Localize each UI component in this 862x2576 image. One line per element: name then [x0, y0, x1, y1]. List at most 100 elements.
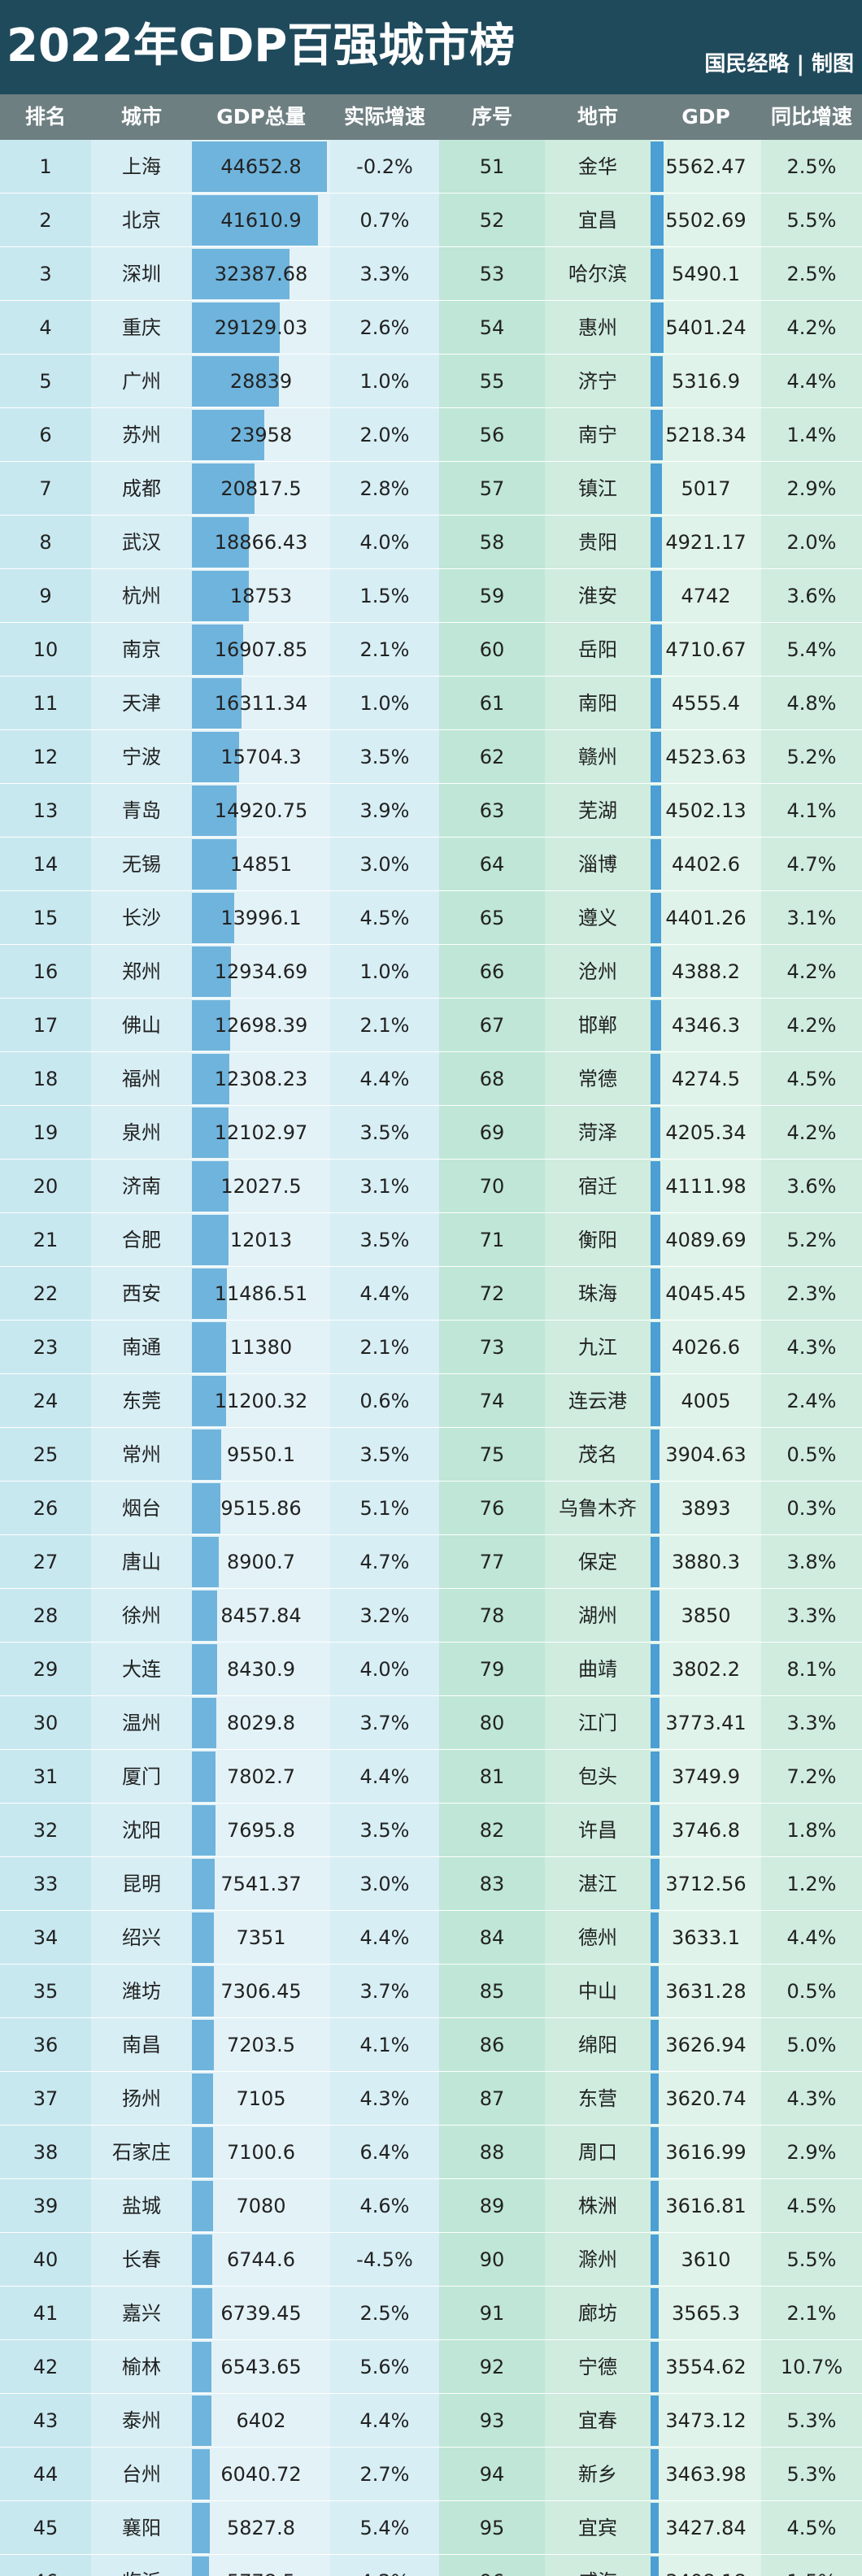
- gdp-cell: 3749.9: [651, 1750, 761, 1804]
- serial-text: 56: [479, 424, 505, 446]
- row-divider: [0, 1910, 862, 1911]
- gdp-bar: [192, 571, 249, 621]
- gdp-text: 4045.45: [665, 1282, 747, 1305]
- gdp-text: 3712.56: [665, 1873, 747, 1895]
- real-growth-cell: 4.0%: [330, 516, 439, 569]
- serial-text: 54: [479, 316, 505, 339]
- serial-cell: 83: [439, 1857, 545, 1911]
- gdp-bar: [192, 302, 280, 353]
- yoy-growth-cell: 4.5%: [761, 2501, 862, 2555]
- yoy-growth-cell: 1.4%: [761, 408, 862, 462]
- prefecture-text: 常德: [578, 1068, 617, 1090]
- rank-text: 22: [33, 1282, 59, 1305]
- prefecture-text: 江门: [578, 1712, 617, 1734]
- city-text: 合肥: [122, 1229, 161, 1251]
- real-growth-cell: 2.1%: [330, 999, 439, 1052]
- serial-text: 73: [479, 1336, 505, 1359]
- real-growth-text: -0.2%: [356, 155, 413, 178]
- gdp-cell: 4402.6: [651, 838, 761, 891]
- row-divider: [0, 2393, 862, 2394]
- real-growth-cell: 1.5%: [330, 569, 439, 623]
- gdp-cell: 3904.63: [651, 1428, 761, 1482]
- yoy-growth-cell: 1.2%: [761, 1857, 862, 1911]
- city-text: 襄阳: [122, 2517, 161, 2539]
- city-text: 常州: [122, 1443, 161, 1466]
- rank-text: 44: [33, 2463, 59, 2486]
- rank-cell: 28: [0, 1589, 91, 1643]
- yoy-growth-cell: 5.0%: [761, 2018, 862, 2072]
- real-growth-text: 2.1%: [359, 1336, 410, 1359]
- gdp-text: 3610: [681, 2248, 731, 2271]
- prefecture-cell: 宜春: [545, 2394, 651, 2448]
- prefecture-cell: 保定: [545, 1535, 651, 1589]
- city-cell: 襄阳: [91, 2501, 192, 2555]
- row-divider: [0, 783, 862, 784]
- prefecture-cell: 济宁: [545, 355, 651, 408]
- serial-cell: 82: [439, 1804, 545, 1857]
- real-growth-text: 4.4%: [359, 2409, 410, 2432]
- table-row: 10 南京 16907.85 2.1% 60 岳阳 4710.67 5.4%: [0, 623, 862, 677]
- prefecture-cell: 曲靖: [545, 1643, 651, 1696]
- gdp-bar: [192, 2073, 213, 2124]
- real-growth-cell: 4.6%: [330, 2179, 439, 2233]
- gdp-total-cell: 12308.23: [192, 1052, 330, 1106]
- table-row: 45 襄阳 5827.8 5.4% 95 宜宾 3427.84 4.5%: [0, 2501, 862, 2555]
- city-text: 扬州: [122, 2087, 161, 2110]
- gdp-total-text: 11380: [229, 1336, 293, 1359]
- yoy-growth-cell: 5.4%: [761, 623, 862, 677]
- gdp-text: 5401.24: [665, 316, 747, 339]
- gdp-cell: 4346.3: [651, 999, 761, 1052]
- prefecture-cell: 廊坊: [545, 2287, 651, 2340]
- gdp-bar: [192, 1805, 216, 1856]
- rank-text: 13: [33, 799, 59, 822]
- gdp-cell: 3850: [651, 1589, 761, 1643]
- gdp-total-text: 16311.34: [214, 692, 308, 715]
- serial-text: 78: [479, 1604, 505, 1627]
- gdp-cell: 4502.13: [651, 784, 761, 838]
- yoy-growth-cell: 4.2%: [761, 1106, 862, 1160]
- serial-cell: 80: [439, 1696, 545, 1750]
- real-growth-text: 3.5%: [359, 1121, 410, 1144]
- gdp-bar: [192, 624, 243, 675]
- rank-text: 19: [33, 1121, 59, 1144]
- serial-cell: 64: [439, 838, 545, 891]
- gdp-cell: 3631.28: [651, 1965, 761, 2018]
- table-row: 26 烟台 9515.86 5.1% 76 乌鲁木齐 3893 0.3%: [0, 1482, 862, 1535]
- gdp-bar-right: [651, 1054, 660, 1104]
- gdp-bar: [192, 2234, 212, 2285]
- row-divider: [0, 890, 862, 891]
- prefecture-cell: 茂名: [545, 1428, 651, 1482]
- city-text: 深圳: [122, 263, 161, 285]
- real-growth-cell: 3.0%: [330, 1857, 439, 1911]
- header-prefecture: 地市: [577, 105, 618, 128]
- real-growth-text: 4.7%: [359, 1551, 410, 1573]
- yoy-growth-cell: 5.2%: [761, 1213, 862, 1267]
- gdp-bar-right: [651, 1590, 660, 1641]
- table-row: 37 扬州 7105 4.3% 87 东营 3620.74 4.3%: [0, 2072, 862, 2126]
- prefecture-text: 包头: [578, 1765, 617, 1788]
- prefecture-text: 乌鲁木齐: [559, 1497, 637, 1520]
- rank-text: 33: [33, 1873, 59, 1895]
- gdp-bar: [192, 2127, 213, 2178]
- gdp-text: 4742: [681, 585, 731, 607]
- gdp-total-cell: 6739.45: [192, 2287, 330, 2340]
- table-row: 35 潍坊 7306.45 3.7% 85 中山 3631.28 0.5%: [0, 1965, 862, 2018]
- gdp-text: 3554.62: [665, 2356, 747, 2378]
- row-divider: [0, 944, 862, 945]
- row-divider: [0, 676, 862, 677]
- gdp-total-cell: 9550.1: [192, 1428, 330, 1482]
- gdp-total-cell: 20817.5: [192, 462, 330, 516]
- gdp-bar-right: [651, 249, 664, 299]
- gdp-text: 3616.81: [665, 2195, 747, 2217]
- gdp-bar: [192, 517, 249, 568]
- city-cell: 扬州: [91, 2072, 192, 2126]
- rank-text: 28: [33, 1604, 59, 1627]
- yoy-growth-text: 3.3%: [786, 1712, 837, 1734]
- yoy-growth-text: 1.5%: [787, 2570, 837, 2576]
- prefecture-cell: 湛江: [545, 1857, 651, 1911]
- rank-text: 4: [39, 316, 52, 339]
- gdp-total-cell: 12698.39: [192, 999, 330, 1052]
- gdp-total-text: 16907.85: [214, 638, 308, 661]
- rank-text: 46: [33, 2570, 59, 2576]
- real-growth-text: 2.0%: [359, 424, 410, 446]
